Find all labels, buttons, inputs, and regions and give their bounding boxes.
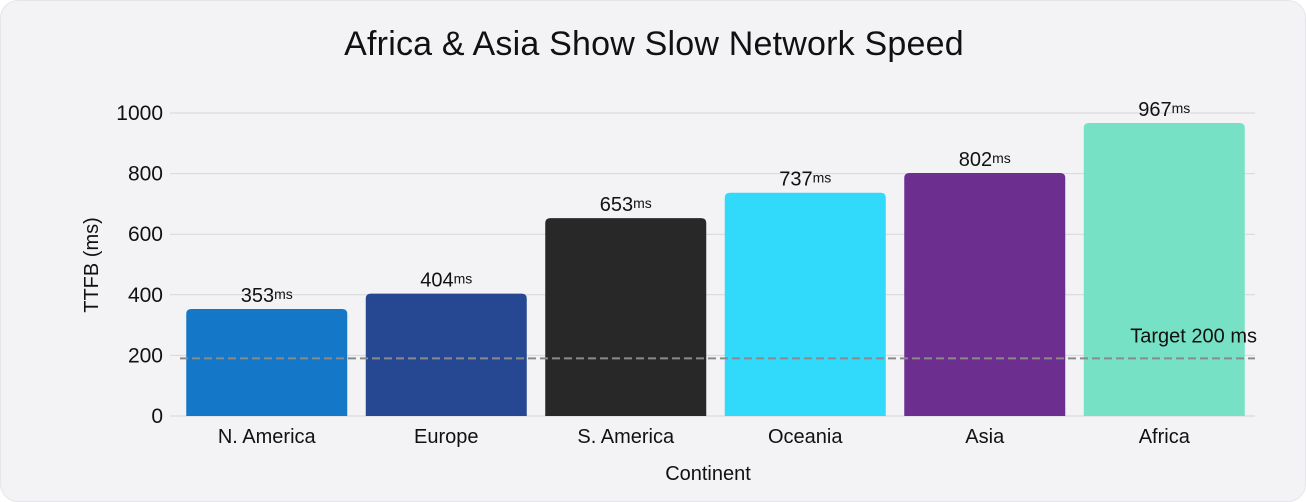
bar <box>904 172 1066 416</box>
data-label: 737ms <box>779 169 831 191</box>
y-tick-label: 200 <box>128 344 163 367</box>
y-tick-label: 1000 <box>116 102 163 125</box>
x-axis-title: Continent <box>665 463 751 485</box>
x-tick-label: S. America <box>577 426 675 448</box>
bar <box>724 192 886 416</box>
data-label: 404ms <box>420 270 472 292</box>
data-label: 802ms <box>959 149 1011 171</box>
y-tick-label: 800 <box>128 163 163 186</box>
data-label: 353ms <box>241 285 293 307</box>
y-tick-label: 400 <box>128 284 163 307</box>
y-axis-title: TTFB (ms) <box>81 217 103 313</box>
y-tick-label: 600 <box>128 223 163 246</box>
y-tick-label: 0 <box>151 405 163 428</box>
labels: 0 200 400 600 800 1000 353ms N. America 404ms Eur… <box>116 99 1190 448</box>
bar <box>545 218 707 416</box>
x-tick-label: Asia <box>965 426 1005 448</box>
x-tick-label: Europe <box>414 426 479 448</box>
bar <box>365 293 527 416</box>
gridlines <box>170 112 1255 417</box>
x-tick-label: N. America <box>218 426 317 448</box>
bars <box>186 122 1245 417</box>
x-tick-label: Oceania <box>768 426 843 448</box>
data-label: 653ms <box>600 194 652 216</box>
bar <box>186 309 348 416</box>
target-label: Target 200 ms <box>1130 325 1257 347</box>
x-tick-label: Africa <box>1139 426 1191 448</box>
chart-title: Africa & Asia Show Slow Network Speed <box>344 25 964 63</box>
bar <box>1083 122 1245 417</box>
target-line-group: Target 200 ms <box>180 325 1257 360</box>
data-label: 967ms <box>1138 99 1190 121</box>
